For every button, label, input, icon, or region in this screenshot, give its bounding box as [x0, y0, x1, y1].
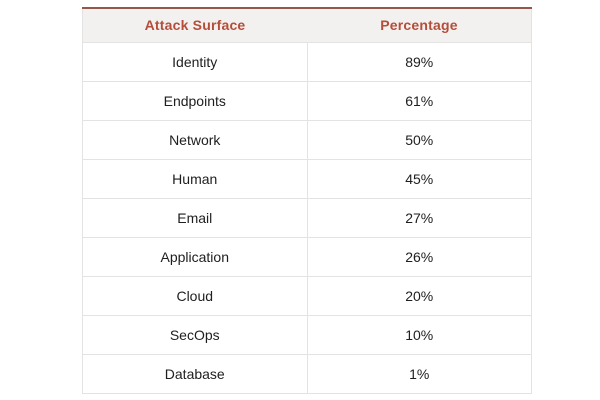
percentage-cell: 20% — [306, 275, 532, 316]
percentage-cell: 50% — [306, 119, 532, 160]
table-row: Endpoints 61% — [82, 80, 532, 121]
percentage-cell: 1% — [306, 353, 532, 394]
table-header: Attack Surface Percentage — [82, 8, 532, 42]
percentage-cell: 61% — [306, 80, 532, 121]
table-row: Identity 89% — [82, 41, 532, 82]
table-row: Network 50% — [82, 119, 532, 160]
percentage-cell: 45% — [306, 158, 532, 199]
table-row: Human 45% — [82, 158, 532, 199]
header-cell-attack-surface: Attack Surface — [82, 8, 307, 42]
header-row: Attack Surface Percentage — [82, 8, 532, 42]
attack-surface-cell: Application — [82, 236, 308, 277]
attack-surface-cell: Cloud — [82, 275, 308, 316]
attack-surface-cell: Human — [82, 158, 308, 199]
attack-surface-cell: Network — [82, 119, 308, 160]
table-row: Cloud 20% — [82, 275, 532, 316]
percentage-cell: 10% — [306, 314, 532, 355]
table-row: Application 26% — [82, 236, 532, 277]
attack-surface-cell: Database — [82, 353, 308, 394]
table-row: SecOps 10% — [82, 314, 532, 355]
percentage-cell: 26% — [306, 236, 532, 277]
header-cell-percentage: Percentage — [307, 8, 532, 42]
attack-surface-cell: SecOps — [82, 314, 308, 355]
table-body: Identity 89% Endpoints 61% Network 50% H… — [82, 41, 532, 394]
percentage-cell: 89% — [306, 41, 532, 82]
attack-surface-cell: Email — [82, 197, 308, 238]
percentage-cell: 27% — [306, 197, 532, 238]
table-row: Database 1% — [82, 353, 532, 394]
attack-surface-cell: Endpoints — [82, 80, 308, 121]
attack-surface-table-container: Attack Surface Percentage Identity 89% E… — [82, 7, 532, 394]
attack-surface-cell: Identity — [82, 41, 308, 82]
attack-surface-table: Attack Surface Percentage Identity 89% E… — [82, 7, 532, 394]
table-row: Email 27% — [82, 197, 532, 238]
